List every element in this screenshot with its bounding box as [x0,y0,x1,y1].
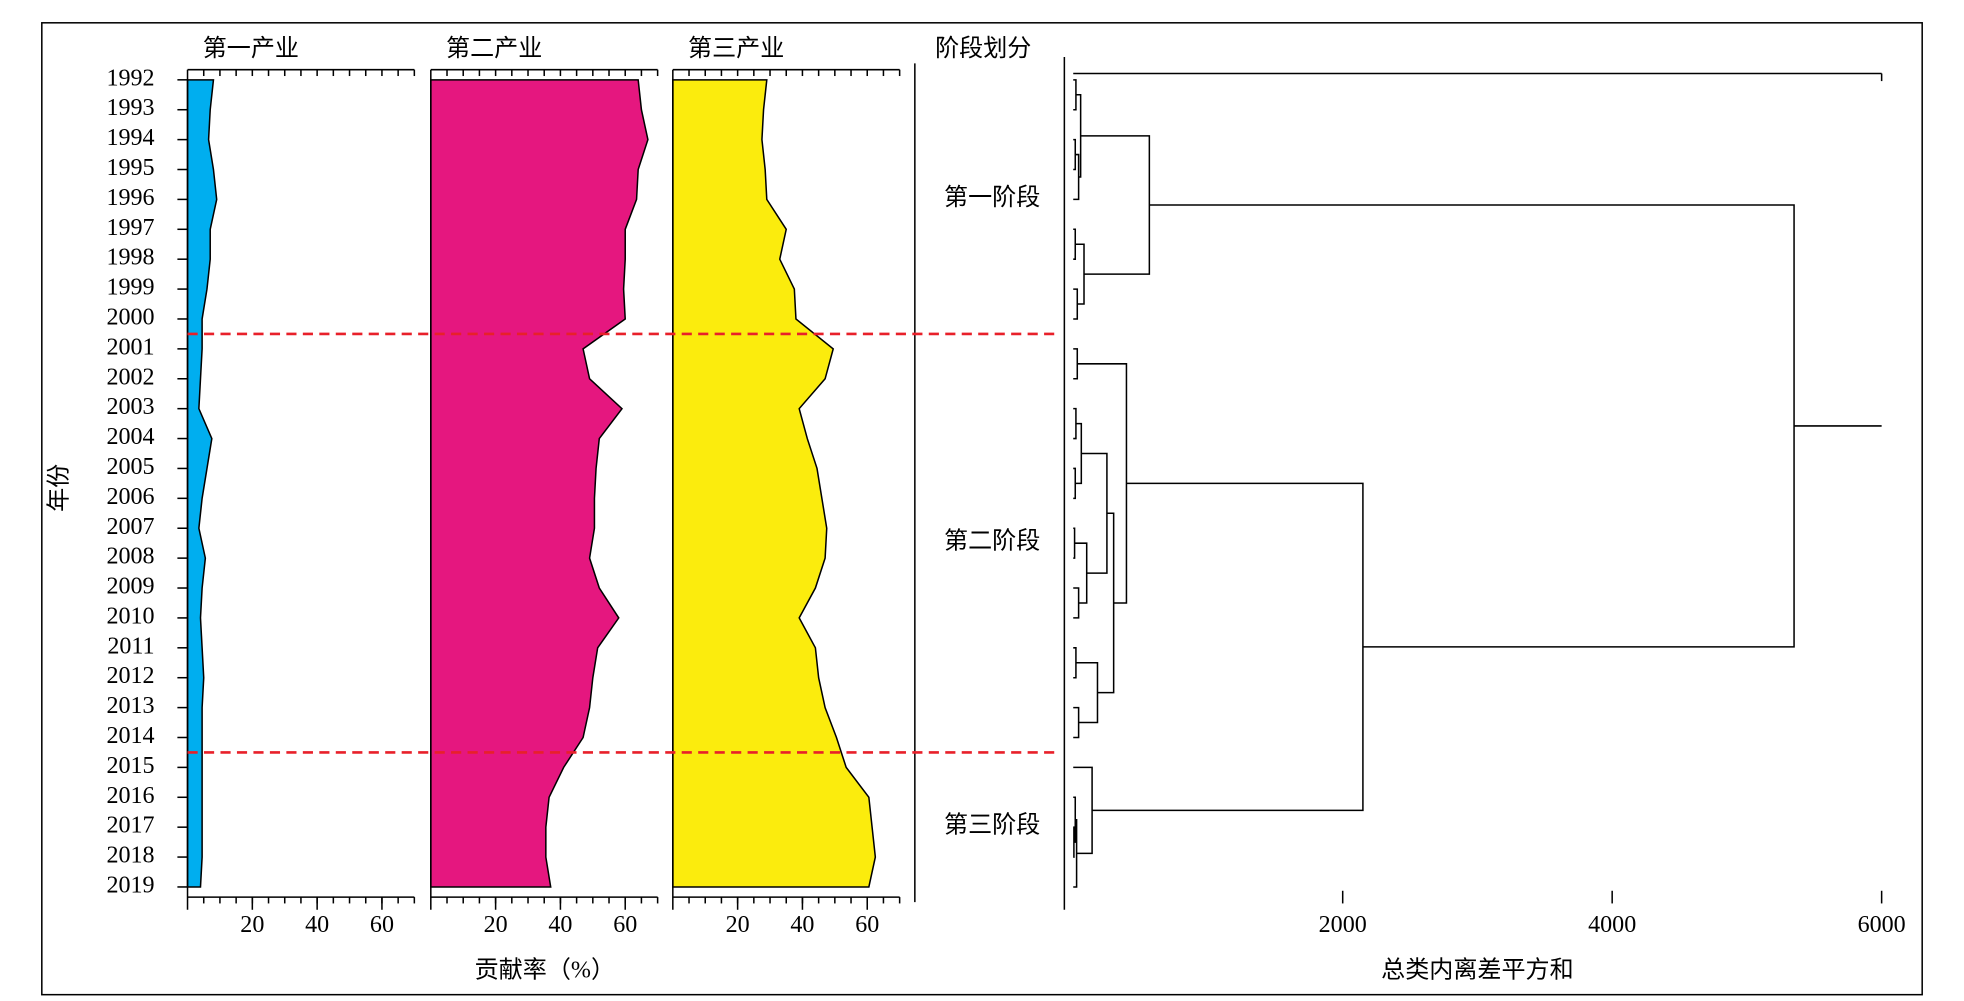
dendrogram-link [1077,363,1128,604]
y-tick-label: 2014 [106,723,154,749]
dendrogram-link [1073,79,1077,111]
y-tick-label: 2009 [106,574,154,600]
y-tick-label: 2011 [107,633,154,659]
x-tick-label: 20 [726,912,750,938]
dendrogram-link [1073,407,1077,440]
stage-label: 第二阶段 [944,528,1040,555]
x-tick-label: 60 [613,912,637,938]
x-axis-label: 总类内离差平方和 [1381,956,1574,983]
x-tick-label: 2000 [1319,912,1367,938]
dendrogram-link [1073,138,1077,171]
y-tick-label: 2007 [106,514,154,540]
y-tick-label: 2015 [106,753,154,779]
dendrogram-link [1097,512,1115,694]
y-tick-label: 1996 [106,185,154,211]
dendrogram-link [1073,706,1080,739]
x-tick-label: 40 [305,912,329,938]
x-tick-label: 40 [790,912,814,938]
stage-label: 第一阶段 [944,184,1040,211]
y-tick-label: 1997 [106,215,154,241]
y-tick-label: 2012 [106,663,154,689]
x-tick-label: 4000 [1588,912,1636,938]
area [186,79,218,888]
y-tick-label: 1998 [106,245,154,271]
dendrogram-link [1080,135,1151,275]
x-tick-label: 20 [240,912,264,938]
y-tick-label: 2005 [106,454,154,480]
dendrogram-link [1074,542,1088,604]
dendrogram-link [1073,228,1077,260]
panel-title: 阶段划分 [935,35,1031,62]
x-tick-label: 40 [548,912,572,938]
area [430,79,649,888]
panel-title: 第一产业 [203,35,299,62]
panel-title: 第三产业 [688,35,784,62]
y-tick-label: 2003 [106,394,154,420]
y-tick-label: 2002 [106,364,154,390]
y-tick-label: 2000 [106,305,154,331]
y-tick-label: 2013 [106,693,154,719]
y-tick-label: 1994 [106,125,154,151]
y-tick-label: 1993 [106,95,154,121]
frame [41,22,1923,996]
y-tick-label: 2010 [106,603,154,629]
dendrogram-link [1149,204,1795,648]
dendrogram-link [1073,467,1077,500]
stage-label: 第三阶段 [944,812,1040,839]
dendrogram-link [1073,826,1075,858]
y-tick-label: 2019 [106,872,154,898]
y-tick-label: 2001 [106,334,154,360]
dendrogram-link [1092,482,1364,812]
y-tick-label: 2016 [106,783,154,809]
dendrogram-link [1081,452,1108,574]
y-tick-label: 2006 [106,484,154,510]
y-tick-label: 2004 [106,424,154,450]
x-tick-label: 6000 [1858,912,1906,938]
y-tick-label: 2018 [106,843,154,869]
y-tick-label: 1992 [106,65,154,91]
dendrogram-link [1073,766,1093,855]
y-axis-label: 年份 [45,464,72,512]
dendrogram-link [1073,288,1079,320]
panel-title: 第二产业 [446,35,542,62]
x-tick-label: 60 [855,912,879,938]
y-tick-label: 1999 [106,275,154,301]
y-tick-label: 2008 [106,544,154,570]
x-tick-label: 60 [370,912,394,938]
y-tick-label: 1995 [106,155,154,181]
y-tick-label: 2017 [106,813,154,839]
x-axis-label: 贡献率（%） [475,956,615,983]
area [672,79,877,888]
dendrogram-link [1073,527,1076,559]
x-tick-label: 20 [484,912,508,938]
dendrogram-link [1073,647,1077,679]
dendrogram-link [1073,348,1079,380]
dendrogram-link [1073,587,1080,619]
